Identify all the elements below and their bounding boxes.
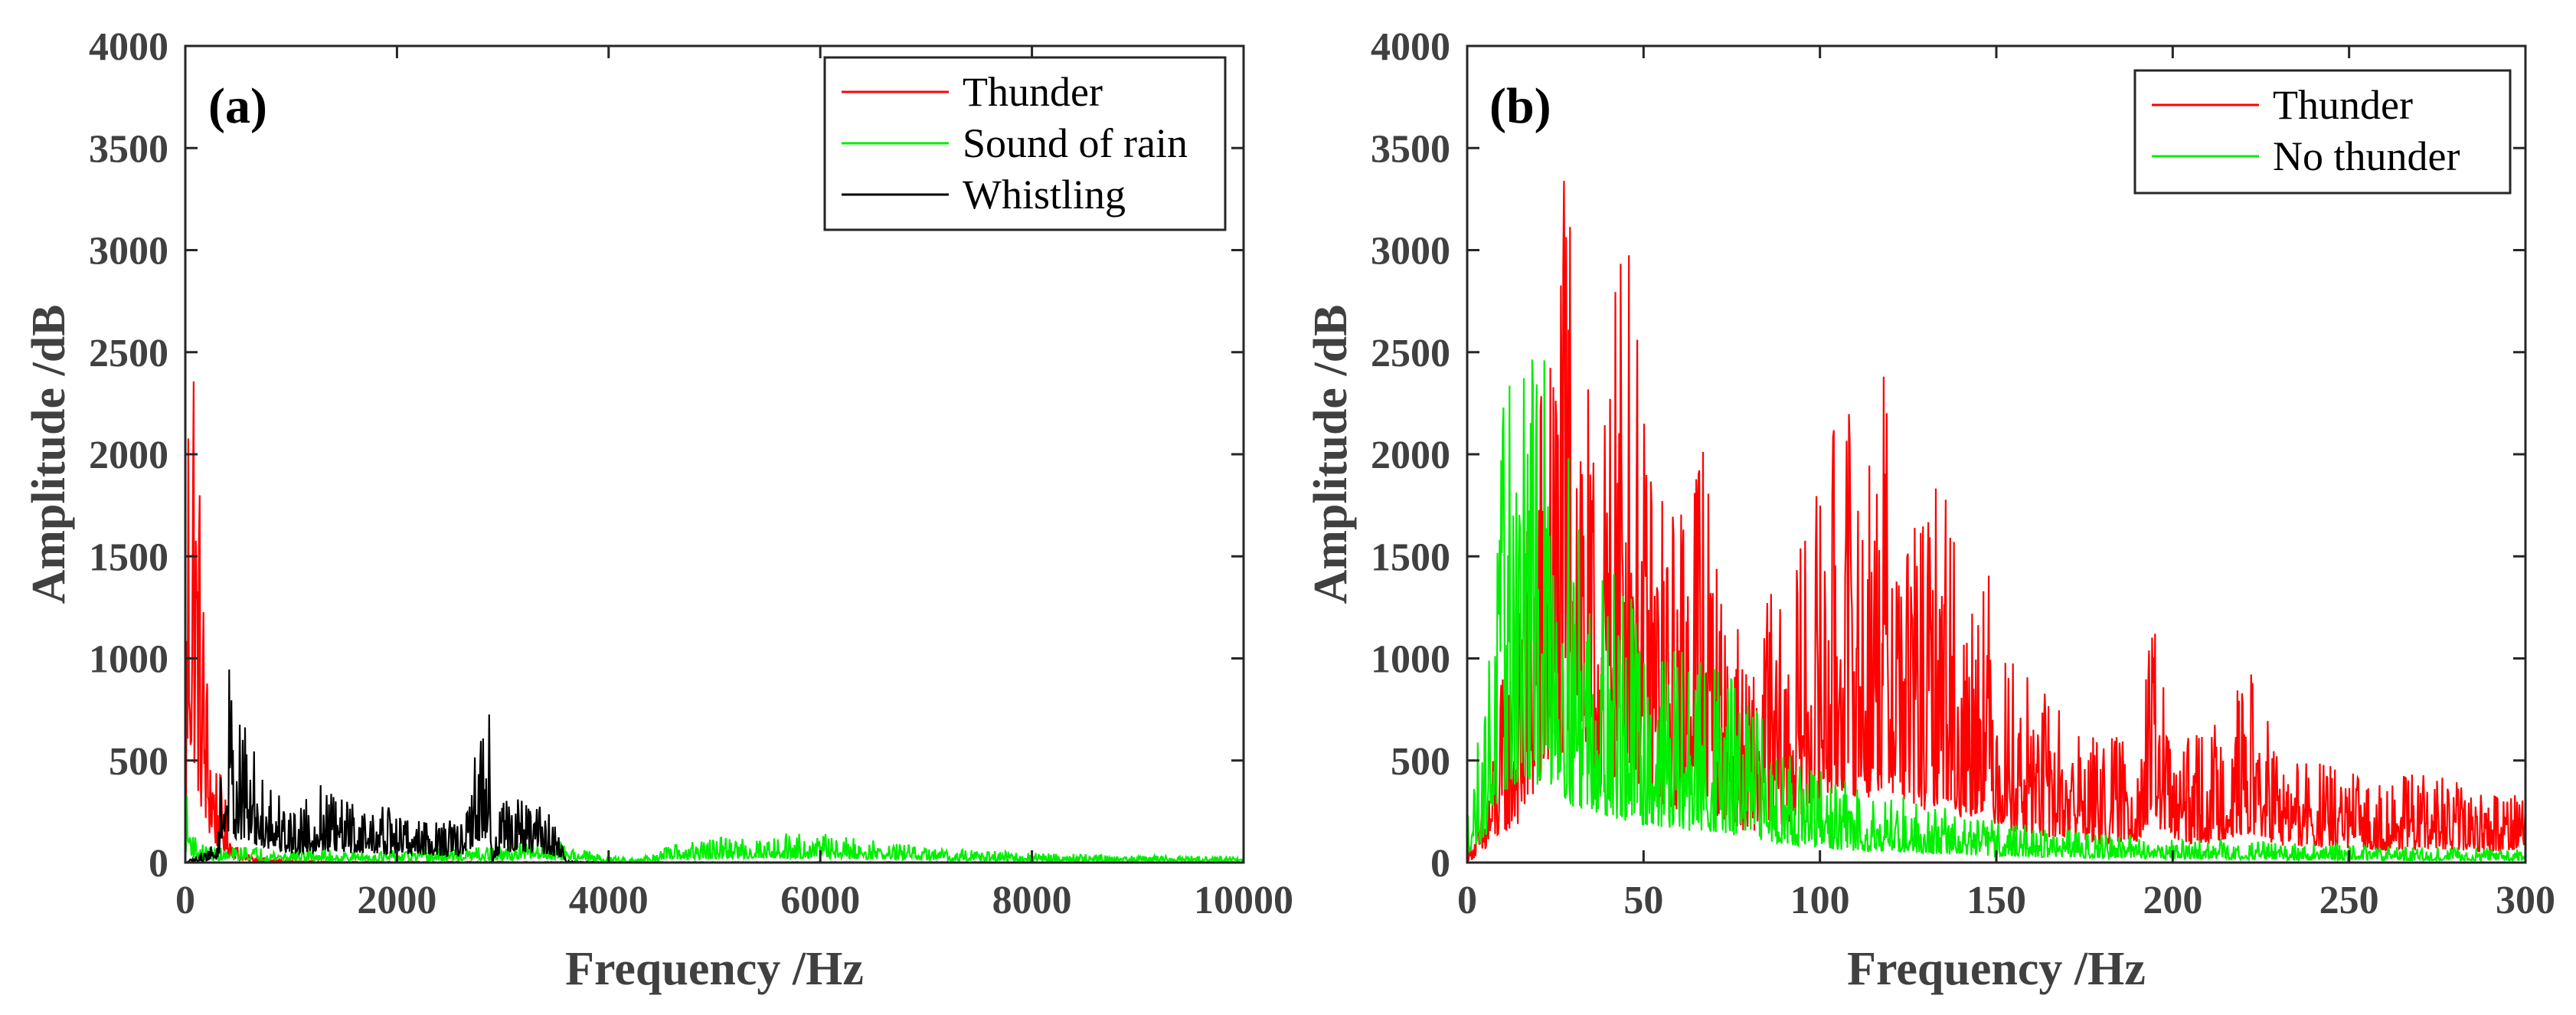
chart-a-panel-label: (a): [208, 78, 267, 134]
y-tick-label: 4000: [89, 25, 168, 69]
chart-b-legend: Thunder No thunder: [2133, 69, 2512, 195]
y-tick-label: 500: [109, 740, 168, 784]
chart-b-y-axis-label: Amplitude /dB: [1305, 304, 1357, 604]
x-tick-label: 0: [1457, 879, 1477, 922]
y-tick-label: 1500: [89, 535, 168, 579]
y-tick-label: 3500: [1371, 127, 1450, 171]
y-tick-label: 1000: [1371, 638, 1450, 682]
series-line-thunder: [1467, 181, 2525, 863]
y-tick-label: 2500: [1371, 332, 1450, 375]
y-tick-label: 1000: [89, 638, 168, 682]
y-tick-label: 4000: [1371, 25, 1450, 69]
y-tick-label: 2000: [1371, 434, 1450, 477]
x-tick-label: 50: [1623, 879, 1663, 922]
legend-entry: Whistling: [963, 172, 1126, 218]
x-tick-label: 0: [175, 879, 195, 922]
y-tick-label: 3000: [1371, 230, 1450, 273]
series-line-whistling: [185, 669, 1244, 863]
legend-box: [2133, 69, 2512, 195]
x-tick-label: 250: [2319, 879, 2379, 922]
y-tick-label: 3000: [89, 230, 168, 273]
legend-entry: Thunder: [2273, 82, 2413, 128]
x-tick-label: 6000: [780, 879, 860, 922]
chart-a-x-axis-label: Frequency /Hz: [565, 943, 864, 995]
chart-b-x-axis-label: Frequency /Hz: [1847, 943, 2146, 995]
legend-entry: Thunder: [963, 69, 1103, 115]
y-tick-label: 1500: [1371, 535, 1450, 579]
x-tick-label: 150: [1966, 879, 2026, 922]
y-tick-label: 2000: [89, 434, 168, 477]
chart-a-ticks: 0 2000 4000 6000 8000 10000 0 500 1000 1500 2000 25…: [89, 25, 1293, 922]
chart-a-y-axis-label: Amplitude /dB: [23, 304, 75, 604]
legend-entry: Sound of rain: [963, 120, 1188, 166]
chart-b-panel-label: (b): [1489, 78, 1551, 134]
y-tick-label: 0: [149, 842, 168, 886]
chart-panel-b: 0 50 100 150 200 250 3000500100015002000250030…: [1305, 25, 2555, 995]
x-tick-label: 10000: [1194, 879, 1293, 922]
chart-a-legend: Thunder Sound of rain Whistling: [823, 56, 1227, 231]
x-tick-label: 300: [2496, 879, 2555, 922]
x-tick-label: 4000: [569, 879, 649, 922]
x-tick-label: 200: [2143, 879, 2202, 922]
chart-panel-a: 0 2000 4000 6000 8000 10000 0 500 1000 1500 2000 25…: [23, 25, 1293, 995]
y-tick-label: 0: [1430, 842, 1450, 886]
series-line-sound-of-rain: [185, 795, 1244, 863]
x-tick-label: 100: [1790, 879, 1850, 922]
x-tick-label: 8000: [992, 879, 1072, 922]
legend-entry: No thunder: [2273, 133, 2460, 179]
y-tick-label: 3500: [89, 127, 168, 171]
y-tick-label: 500: [1391, 740, 1450, 784]
x-tick-label: 2000: [357, 879, 436, 922]
chart-b-ticks: 0 50 100 150 200 250 3000500100015002000250030…: [1371, 25, 2555, 922]
y-tick-label: 2500: [89, 332, 168, 375]
